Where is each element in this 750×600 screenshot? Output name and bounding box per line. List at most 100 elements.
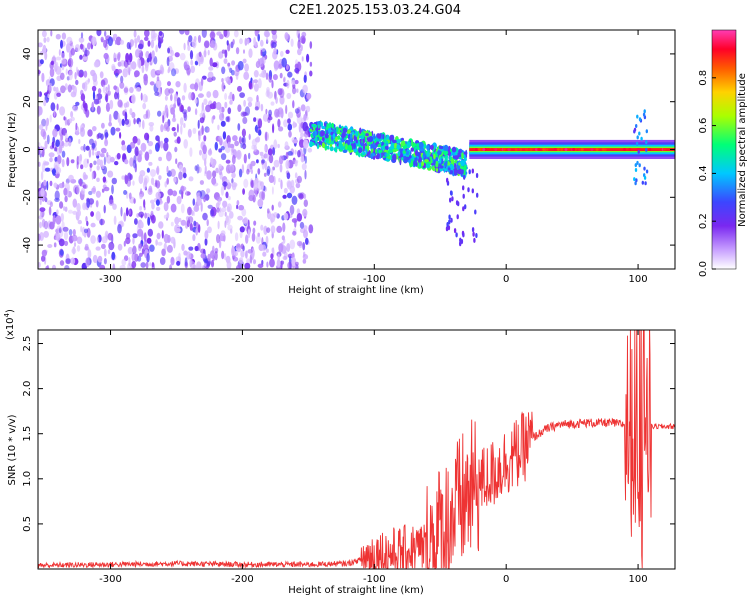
spectrogram-cell bbox=[115, 72, 119, 78]
spectrogram-cell bbox=[254, 30, 259, 37]
spectrogram-cell bbox=[153, 56, 158, 65]
spectrogram-cell bbox=[212, 89, 219, 99]
spectrogram-cell bbox=[52, 128, 58, 138]
spectrogram-cell bbox=[143, 232, 147, 242]
spectrogram-cell bbox=[62, 226, 69, 232]
spectrogram-cell bbox=[645, 147, 648, 152]
spectrogram-cell bbox=[244, 63, 250, 72]
spectrogram-cell bbox=[155, 199, 160, 206]
spectrogram-x-ticks: -300 -200 -100 0 100 bbox=[99, 30, 648, 285]
spectrogram-cell bbox=[187, 44, 191, 52]
spectrogram-cell bbox=[82, 100, 86, 109]
spectrogram-cell bbox=[242, 58, 247, 64]
spectrogram-cell bbox=[222, 200, 228, 208]
y-tick-label: -20 bbox=[22, 189, 33, 205]
spectrogram-cell bbox=[300, 132, 305, 138]
spectrogram-cell bbox=[216, 196, 223, 202]
spectrogram-cell bbox=[111, 177, 118, 185]
spectrogram-cell bbox=[475, 233, 478, 238]
spectrogram-cell bbox=[365, 133, 369, 137]
spectrogram-cell bbox=[297, 48, 302, 56]
spectrogram-cell bbox=[300, 104, 306, 112]
spectrogram-cell bbox=[96, 177, 100, 182]
spectrogram-cell bbox=[644, 181, 647, 186]
spectrogram-cell bbox=[70, 257, 76, 265]
spectrogram-cell bbox=[272, 147, 276, 156]
spectrogram-cell bbox=[133, 155, 137, 164]
spectrogram-cell bbox=[160, 124, 164, 133]
spectrogram-cell bbox=[309, 70, 313, 77]
spectrogram-cell bbox=[370, 143, 373, 149]
spectrogram-cell bbox=[200, 253, 206, 259]
spectrogram-cell bbox=[38, 124, 44, 130]
spectrogram-cell bbox=[231, 60, 236, 66]
spectrogram-cell bbox=[93, 98, 100, 105]
spectrogram-cell bbox=[372, 144, 377, 149]
spectrogram-cell bbox=[209, 31, 216, 40]
spectrogram-cell bbox=[325, 145, 328, 149]
spectrogram-cell bbox=[114, 39, 118, 45]
spectrogram-cell bbox=[144, 132, 150, 141]
spectrogram-cell bbox=[176, 136, 181, 144]
spectrogram-cell bbox=[377, 147, 380, 155]
spectrogram-cell bbox=[167, 68, 170, 74]
spectrogram-cell bbox=[352, 142, 357, 150]
spectrogram-cell bbox=[258, 129, 262, 136]
spectrogram-cell bbox=[64, 195, 68, 203]
spectrogram-cell bbox=[170, 256, 175, 266]
spectrogram-cell bbox=[303, 139, 309, 149]
spectrogram-cell bbox=[287, 151, 294, 156]
spectrogram-cell bbox=[206, 170, 212, 180]
spectrogram-cell bbox=[169, 264, 173, 269]
spectrogram-cell bbox=[216, 234, 220, 244]
spectrogram-cell bbox=[266, 227, 271, 234]
spectrogram-cell bbox=[271, 80, 274, 89]
spectrogram-cell bbox=[270, 253, 274, 260]
spectrogram-cell bbox=[49, 180, 53, 187]
spectrogram-cell bbox=[184, 30, 190, 36]
spectrogram-cell bbox=[163, 141, 169, 152]
spectrogram-cell bbox=[61, 52, 65, 59]
spectrogram-cell bbox=[246, 38, 250, 45]
spectrogram-cell bbox=[59, 106, 66, 116]
spectrogram-cell bbox=[44, 167, 51, 172]
spectrogram-cell bbox=[68, 209, 73, 214]
spectrogram-cell bbox=[527, 148, 531, 151]
spectrogram-cell bbox=[450, 217, 453, 223]
spectrogram-cell bbox=[392, 154, 397, 161]
spectrogram-cell bbox=[138, 43, 144, 50]
spectrogram-cell bbox=[80, 164, 84, 170]
spectrogram-cell bbox=[645, 169, 649, 174]
spectrogram-cell bbox=[222, 131, 227, 140]
y-tick-label: 20 bbox=[22, 95, 33, 108]
spectrogram-cell bbox=[202, 144, 207, 155]
spectrogram-cell bbox=[415, 162, 418, 167]
spectrogram-cell bbox=[145, 62, 149, 72]
spectrogram-cell bbox=[87, 42, 91, 50]
spectrogram-cell bbox=[92, 126, 97, 132]
spectrogram-cell bbox=[199, 128, 203, 137]
spectrogram-cell bbox=[286, 181, 292, 190]
spectrogram-cell bbox=[76, 202, 81, 212]
spectrogram-cell bbox=[302, 242, 306, 251]
spectrogram-cell bbox=[78, 139, 81, 144]
spectrogram-cell bbox=[450, 148, 453, 153]
spectrogram-cell bbox=[229, 164, 235, 173]
spectrogram-cell bbox=[225, 191, 229, 199]
spectrogram-cell bbox=[40, 187, 45, 197]
spectrogram-cell bbox=[271, 247, 274, 253]
spectrogram-cell bbox=[281, 155, 284, 162]
spectrogram-cell bbox=[42, 44, 47, 54]
spectrogram-cell bbox=[197, 93, 204, 98]
spectrogram-cell bbox=[266, 165, 271, 175]
spectrogram-cell bbox=[411, 139, 414, 146]
spectrogram-cell bbox=[149, 262, 152, 267]
spectrogram-cell bbox=[424, 143, 427, 149]
spectrogram-cell bbox=[178, 252, 181, 261]
spectrogram-cell bbox=[50, 60, 55, 66]
spectrogram-cell bbox=[209, 208, 215, 217]
spectrogram-cell bbox=[221, 78, 224, 83]
spectrogram-cell bbox=[60, 58, 67, 65]
spectrogram-cell bbox=[80, 127, 85, 137]
spectrogram-cell bbox=[189, 50, 194, 60]
